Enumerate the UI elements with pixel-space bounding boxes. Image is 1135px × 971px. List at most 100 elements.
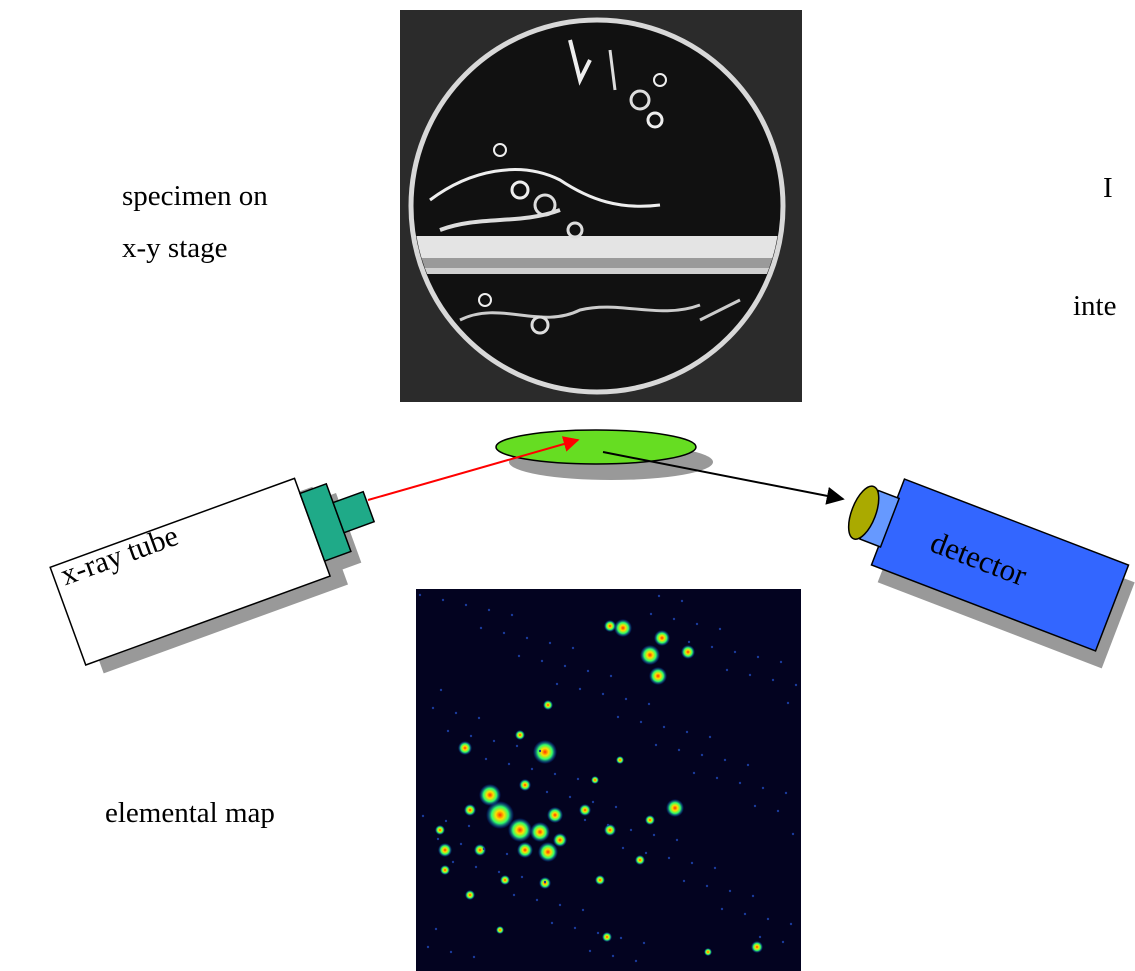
map-noise-dot bbox=[571, 646, 575, 650]
map-hotspot bbox=[666, 799, 684, 817]
map-hotspot bbox=[604, 824, 616, 836]
detector-icon bbox=[847, 478, 1135, 669]
map-noise-dot bbox=[538, 749, 542, 753]
map-hotspot bbox=[479, 784, 501, 806]
map-noise-dot bbox=[484, 757, 488, 761]
map-hotspot bbox=[517, 842, 533, 858]
map-noise-dot bbox=[789, 922, 793, 926]
map-hotspot bbox=[614, 619, 632, 637]
map-noise-dot bbox=[502, 631, 506, 635]
map-noise-dot bbox=[687, 640, 691, 644]
map-hotspot bbox=[465, 890, 475, 900]
map-noise-dot bbox=[746, 763, 750, 767]
map-noise-dot bbox=[543, 880, 547, 884]
map-noise-dot bbox=[654, 743, 658, 747]
map-label: elemental map bbox=[105, 797, 275, 829]
map-noise-dot bbox=[459, 842, 463, 846]
map-noise-dot bbox=[487, 608, 491, 612]
map-noise-dot bbox=[748, 673, 752, 677]
map-noise-dot bbox=[758, 935, 762, 939]
map-noise-dot bbox=[540, 659, 544, 663]
map-noise-dot bbox=[606, 823, 610, 827]
map-noise-dot bbox=[718, 627, 722, 631]
map-noise-dot bbox=[444, 819, 448, 823]
map-noise-dot bbox=[738, 781, 742, 785]
map-noise-dot bbox=[700, 753, 704, 757]
diffracted-beam bbox=[602, 451, 845, 505]
map-hotspot bbox=[458, 741, 472, 755]
map-hotspot bbox=[547, 807, 563, 823]
map-hotspot bbox=[530, 822, 550, 842]
map-noise-dot bbox=[649, 612, 653, 616]
sample-stage-icon bbox=[495, 429, 713, 480]
map-noise-dot bbox=[576, 777, 580, 781]
map-noise-dot bbox=[779, 660, 783, 664]
specimen-photo-icon bbox=[400, 10, 802, 402]
map-noise-dot bbox=[692, 771, 696, 775]
map-noise-dot bbox=[609, 674, 613, 678]
map-hotspot bbox=[515, 730, 525, 740]
map-noise-dot bbox=[553, 772, 557, 776]
map-noise-dot bbox=[588, 949, 592, 953]
map-noise-dot bbox=[624, 697, 628, 701]
map-hotspot bbox=[616, 756, 624, 764]
map-noise-dot bbox=[652, 833, 656, 837]
map-hotspot bbox=[486, 801, 514, 829]
map-noise-dot bbox=[753, 804, 757, 808]
map-noise-dot bbox=[675, 838, 679, 842]
map-hotspot bbox=[538, 842, 558, 862]
map-noise-dot bbox=[619, 936, 623, 940]
map-noise-dot bbox=[621, 846, 625, 850]
map-noise-dot bbox=[629, 828, 633, 832]
map-noise-dot bbox=[616, 715, 620, 719]
map-noise-dot bbox=[644, 851, 648, 855]
map-noise-dot bbox=[474, 865, 478, 869]
map-hotspot bbox=[438, 843, 452, 857]
map-noise-dot bbox=[733, 650, 737, 654]
map-noise-dot bbox=[477, 716, 481, 720]
map-noise-dot bbox=[728, 889, 732, 893]
map-noise-dot bbox=[761, 786, 765, 790]
map-noise-dot bbox=[710, 645, 714, 649]
map-noise-dot bbox=[434, 927, 438, 931]
map-noise-dot bbox=[558, 903, 562, 907]
map-noise-dot bbox=[751, 894, 755, 898]
map-noise-dot bbox=[505, 852, 509, 856]
map-hotspot bbox=[681, 645, 695, 659]
specimen-label-line2: x-y stage bbox=[122, 232, 228, 264]
map-noise-dot bbox=[680, 599, 684, 603]
map-hotspot bbox=[649, 667, 667, 685]
map-noise-dot bbox=[545, 790, 549, 794]
map-noise-dot bbox=[418, 593, 422, 597]
map-noise-dot bbox=[601, 692, 605, 696]
elemental-map-icon bbox=[416, 589, 801, 971]
map-noise-dot bbox=[431, 706, 435, 710]
map-noise-dot bbox=[715, 776, 719, 780]
map-noise-dot bbox=[451, 860, 455, 864]
map-hotspot bbox=[654, 630, 670, 646]
specimen-label-line1: specimen on bbox=[122, 180, 268, 212]
map-hotspot bbox=[579, 804, 591, 816]
map-noise-dot bbox=[791, 832, 795, 836]
map-noise-dot bbox=[720, 907, 724, 911]
map-hotspot bbox=[604, 620, 616, 632]
map-hotspot bbox=[635, 855, 645, 865]
map-noise-dot bbox=[421, 814, 425, 818]
map-noise-dot bbox=[517, 654, 521, 658]
map-noise-dot bbox=[515, 744, 519, 748]
map-noise-dot bbox=[690, 861, 694, 865]
map-noise-dot bbox=[667, 856, 671, 860]
map-noise-dot bbox=[776, 809, 780, 813]
map-hotspot bbox=[496, 926, 504, 934]
map-noise-dot bbox=[449, 950, 453, 954]
map-noise-dot bbox=[725, 668, 729, 672]
map-noise-dot bbox=[583, 818, 587, 822]
map-noise-dot bbox=[497, 870, 501, 874]
map-noise-dot bbox=[662, 725, 666, 729]
map-noise-dot bbox=[596, 931, 600, 935]
map-noise-dot bbox=[520, 875, 524, 879]
map-hotspot bbox=[435, 825, 445, 835]
map-noise-dot bbox=[568, 795, 572, 799]
map-noise-dot bbox=[685, 730, 689, 734]
map-noise-dot bbox=[454, 711, 458, 715]
